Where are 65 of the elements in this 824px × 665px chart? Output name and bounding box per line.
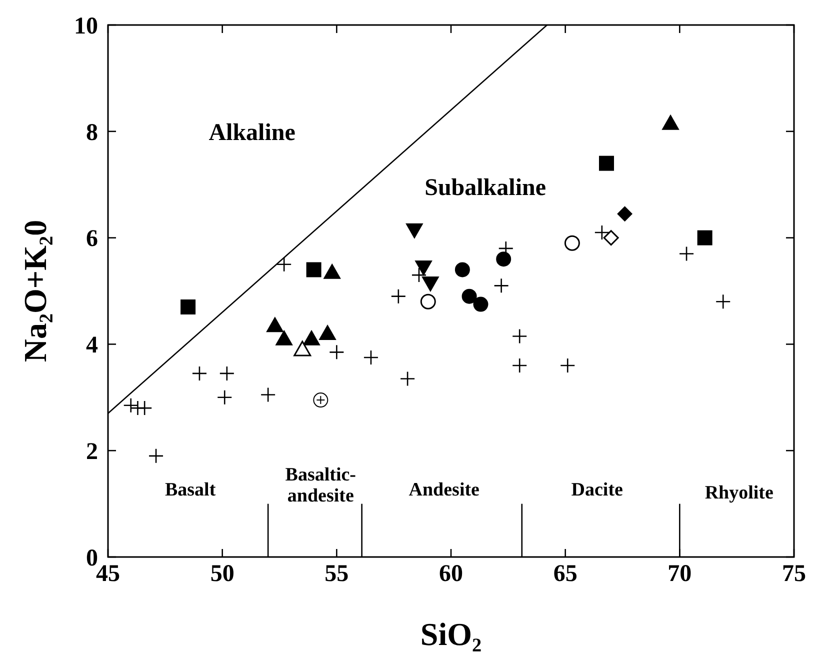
point (697, 230, 712, 246)
point (390, 288, 406, 304)
y-tick-label: 0 (86, 545, 98, 572)
annotation: Basaltic- andesite (285, 464, 356, 507)
point (329, 344, 344, 360)
x-tick-label: 75 (782, 561, 806, 587)
point (422, 276, 439, 292)
point (406, 223, 423, 238)
x-axis-title: SiO₂ (420, 616, 482, 652)
point (276, 330, 293, 346)
point (276, 256, 292, 272)
point (219, 366, 235, 382)
point (306, 262, 322, 278)
point (473, 296, 488, 312)
point (319, 325, 336, 340)
point (136, 400, 152, 416)
y-axis-title: Na₂O+K₂0 (17, 220, 53, 362)
point (617, 206, 632, 222)
point (148, 448, 164, 464)
point (496, 252, 512, 267)
y-tick-label: 6 (86, 226, 98, 252)
point (324, 264, 341, 279)
x-tick-label: 60 (439, 561, 463, 587)
y-tick-label: 10 (74, 13, 98, 40)
point (260, 387, 276, 402)
point (598, 156, 614, 171)
y-tick-label: 8 (86, 120, 98, 146)
point (294, 340, 312, 356)
annotation: Subalkaline (424, 175, 546, 202)
point (462, 288, 477, 304)
point (420, 294, 436, 310)
point (662, 114, 680, 130)
point (564, 235, 580, 251)
point (715, 294, 731, 310)
x-tick-label: 45 (96, 561, 120, 587)
x-tick-label: 50 (210, 561, 234, 587)
point (400, 371, 416, 386)
x-tick-label: 65 (553, 561, 578, 587)
point (594, 224, 610, 240)
point (313, 392, 328, 408)
x-tick-label: 55 (324, 561, 349, 587)
y-tick-label: 2 (86, 439, 98, 465)
point (192, 366, 208, 382)
point (303, 330, 320, 346)
x-tick-label: 70 (668, 561, 692, 587)
point (603, 230, 619, 246)
point (266, 317, 284, 332)
annotation: Dacite (571, 480, 623, 501)
point (363, 350, 379, 366)
annotation: Andesite (408, 480, 480, 501)
point (512, 328, 528, 344)
annotation: Basalt (164, 480, 216, 501)
point (494, 278, 509, 294)
point (678, 246, 694, 262)
annotation: Rhyolite (704, 482, 774, 504)
point (512, 358, 528, 374)
point (216, 390, 232, 406)
point (411, 267, 427, 283)
point (560, 358, 576, 374)
annotation: Alkaline (208, 120, 296, 146)
y-tick-label: 4 (86, 332, 98, 359)
point (180, 299, 196, 314)
point (454, 262, 470, 278)
point (123, 398, 139, 414)
point (415, 260, 432, 276)
